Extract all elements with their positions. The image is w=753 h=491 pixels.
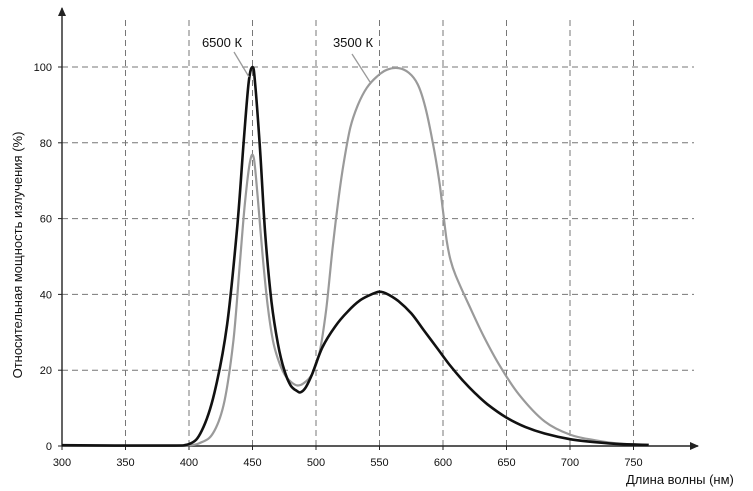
series-leader-6500K — [233, 51, 250, 78]
x-tick-label-750: 750 — [624, 457, 642, 469]
x-tick-label-650: 650 — [497, 457, 515, 469]
x-tick-label-600: 600 — [434, 457, 452, 469]
series — [61, 65, 649, 447]
y-tick-label-40: 40 — [40, 289, 52, 301]
x-tick-labels: 300 350 400 450 500 550 600 650 700 750 — [53, 457, 643, 469]
y-tick-label-0: 0 — [46, 441, 52, 453]
series-labels: 6500 К 3500 К — [202, 35, 374, 83]
series-line-6500K — [61, 65, 649, 447]
x-tick-label-500: 500 — [307, 457, 325, 469]
series-leader-3500K — [351, 53, 371, 83]
x-tick-label-400: 400 — [180, 457, 198, 469]
y-tick-label-80: 80 — [40, 138, 52, 150]
y-tick-label-60: 60 — [40, 214, 52, 226]
series-label-6500K: 6500 К — [202, 35, 243, 50]
x-axis-title: Длина волны (нм) — [626, 472, 734, 487]
series-line-3500K — [61, 66, 649, 447]
x-tick-label-550: 550 — [370, 457, 388, 469]
y-tick-labels: 0 20 40 60 80 100 — [34, 62, 52, 453]
y-tick-label-100: 100 — [34, 62, 52, 74]
y-tick-label-20: 20 — [40, 365, 52, 377]
y-axis-title: Относительная мощность излучения (%) — [10, 132, 25, 379]
x-tick-label-700: 700 — [561, 457, 579, 469]
x-tick-label-300: 300 — [53, 457, 71, 469]
x-tick-label-350: 350 — [116, 457, 134, 469]
x-tick-label-450: 450 — [243, 457, 261, 469]
grid — [62, 20, 694, 446]
series-label-3500K: 3500 К — [333, 35, 374, 50]
